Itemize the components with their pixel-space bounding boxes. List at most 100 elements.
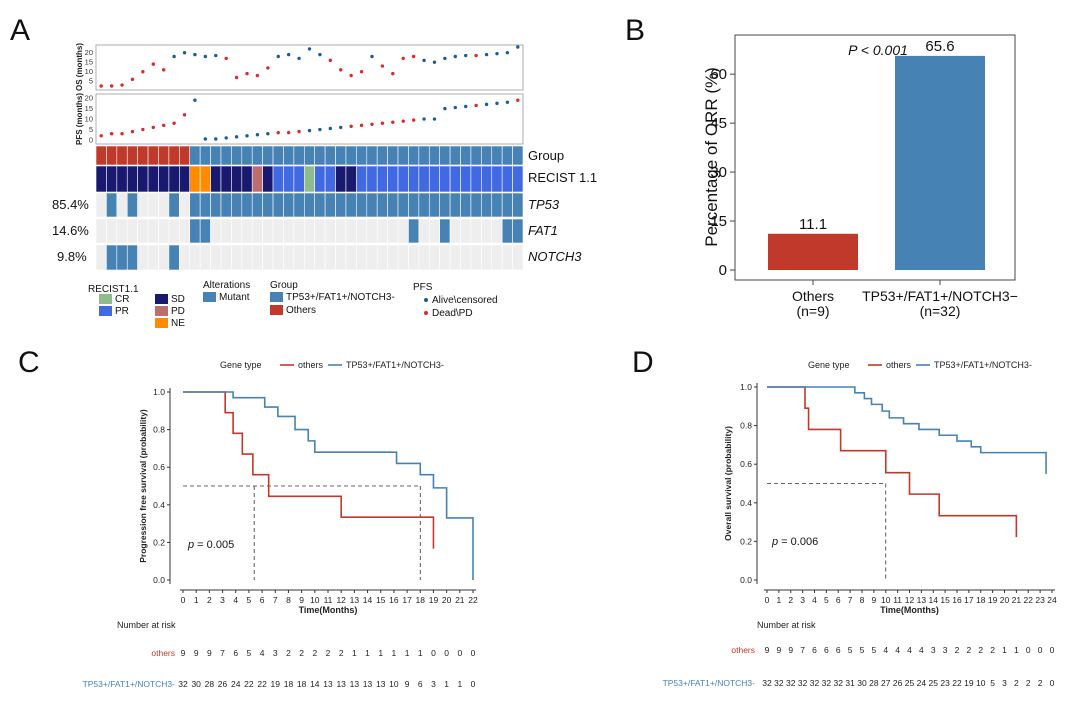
bar-y-tick-label: 15 [710, 213, 727, 230]
km-y-tick-label: 0.8 [740, 421, 752, 431]
km-x-tick-label: 15 [940, 595, 950, 605]
legend-label-dead: Dead\PD [432, 308, 473, 319]
tp53-cell [314, 192, 326, 218]
risk-count-tp53: 14 [310, 679, 320, 689]
notch3-cell [231, 244, 243, 271]
pfs-point [359, 123, 364, 128]
bar [895, 55, 985, 271]
tp53-cell [262, 192, 274, 218]
tp53-cell [158, 192, 170, 218]
risk-count-others: 9 [194, 648, 199, 658]
fat1-cell [387, 218, 399, 244]
tp53-cell [251, 192, 263, 218]
km-y-tick-label: 0.6 [153, 462, 165, 472]
tp53-cell [387, 192, 399, 218]
recist-cell [126, 165, 138, 193]
fat1-cell [418, 218, 430, 244]
km-x-tick-label: 9 [299, 595, 304, 605]
os-point [474, 53, 478, 58]
km-x-tick-label: 24 [1047, 595, 1057, 605]
os-tick-label: 20 [85, 48, 93, 57]
pfs-point [380, 121, 385, 125]
risk-count-others: 4 [260, 648, 265, 658]
km-x-tick-label: 9 [872, 595, 877, 605]
os-point [339, 68, 343, 72]
recist-cell [220, 165, 232, 193]
notch3-cell [387, 244, 399, 271]
bar-y-tick-label: 0 [719, 262, 727, 279]
km-y-tick-label: 0.6 [740, 459, 752, 469]
km-x-tick-label: 0 [181, 595, 186, 605]
tp53-cell [449, 192, 461, 218]
risk-count-tp53: 25 [929, 678, 939, 688]
km-y-axis-label: Overall survival (probability) [723, 426, 733, 541]
risk-count-tp53: 3 [1002, 678, 1007, 688]
group-cell [106, 145, 118, 166]
legend-swatch-pr [99, 306, 112, 316]
km-x-tick-label: 19 [429, 595, 439, 605]
os-point [411, 54, 416, 59]
recist-cell [460, 165, 472, 193]
tp53-cell [501, 192, 513, 218]
fat1-cell [439, 218, 451, 244]
os-point [318, 52, 322, 57]
legend-label-sd: SD [171, 294, 185, 305]
km-x-tick-label: 0 [765, 595, 770, 605]
legend-alterations-title: Alterations [203, 280, 250, 291]
recist-cell [106, 165, 118, 193]
notch3-cell [335, 244, 347, 271]
risk-count-tp53: 22 [952, 678, 962, 688]
km-x-tick-label: 11 [893, 595, 902, 605]
km-x-tick-label: 18 [976, 595, 986, 605]
notch3-cell [501, 244, 513, 271]
risk-row-label-tp53: TP53+/FAT1+/NOTCH3- [663, 678, 756, 688]
legend-swatch-pd [155, 306, 168, 316]
km-curve-tp53 [767, 386, 1047, 474]
risk-count-tp53: 18 [284, 679, 294, 689]
km-p-number: = 0.005 [194, 539, 234, 551]
notch3-cell [418, 244, 430, 271]
km-y-tick-label: 0.0 [740, 575, 752, 585]
panel-a-label: A [10, 14, 30, 47]
risk-count-others: 1 [378, 648, 383, 658]
risk-count-tp53: 24 [231, 679, 241, 689]
os-point [120, 83, 124, 87]
fat1-cell [460, 218, 472, 244]
fat1-cell [335, 218, 347, 244]
tp53-cell [95, 192, 107, 218]
pfs-scatter-frame [95, 93, 524, 145]
recist-cell [470, 165, 482, 193]
group-cell [303, 145, 316, 166]
pfs-point [234, 135, 239, 139]
tp53-cell [397, 192, 409, 218]
group-cell [293, 145, 305, 166]
risk-count-tp53: 32 [834, 678, 844, 688]
fat1-cell [231, 218, 243, 244]
fat1-cell [262, 218, 274, 244]
risk-table-title: Number at risk [757, 620, 816, 630]
km-x-tick-label: 4 [233, 595, 238, 605]
legend-label-tp53group: TP53+/FAT1+/NOTCH3- [286, 292, 395, 303]
km-y-tick-label: 0.2 [153, 537, 165, 547]
pfs-point [370, 122, 374, 126]
risk-count-others: 4 [919, 645, 924, 655]
bar-category-label: Others [792, 288, 834, 304]
fat1-cell [314, 218, 326, 244]
recist-cell [210, 165, 222, 193]
fat1-cell [356, 218, 368, 244]
os-tick-label: 10 [85, 67, 93, 76]
risk-count-others: 1 [1002, 645, 1007, 655]
notch3-cell [408, 244, 420, 271]
km-p-value: p = 0.006 [771, 536, 818, 548]
fat1-cell [408, 218, 420, 244]
os-point [370, 54, 374, 59]
group-cell [335, 145, 347, 166]
risk-count-tp53: 2 [1038, 678, 1043, 688]
bar-category-label: TP53+/FAT1+/NOTCH3− [862, 288, 1018, 304]
risk-count-tp53: 32 [786, 678, 796, 688]
risk-count-tp53: 32 [178, 679, 188, 689]
notch3-cell [95, 244, 107, 271]
os-point [286, 52, 291, 57]
fat1-cell [210, 218, 222, 244]
risk-count-others: 2 [326, 648, 331, 658]
